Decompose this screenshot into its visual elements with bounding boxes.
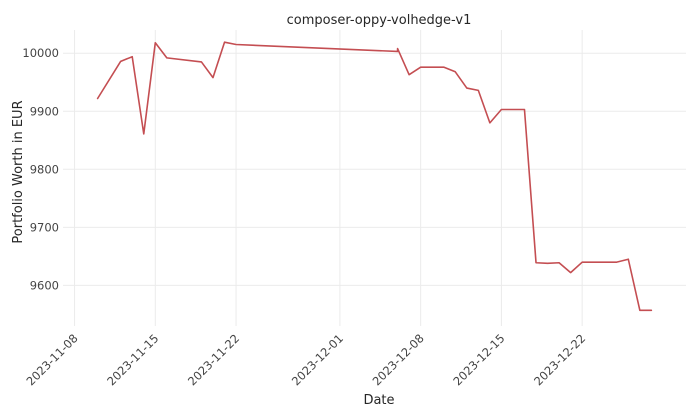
y-tick-label-2: 9800 [30, 162, 59, 176]
x-tick-label-1: 2023-11-15 [104, 331, 161, 388]
x-tick-label-6: 2023-12-22 [531, 331, 588, 388]
y-axis-label: Portfolio Worth in EUR [11, 100, 26, 243]
series-layer [96, 41, 653, 312]
x-tick-label-2: 2023-11-22 [185, 331, 242, 388]
grid [63, 30, 686, 326]
y-tick-label-1: 9700 [30, 220, 59, 234]
y-tick-label-0: 9600 [30, 278, 59, 292]
chart-title: composer-oppy-volhedge-v1 [287, 13, 472, 28]
x-tick-label-5: 2023-12-15 [450, 331, 507, 388]
x-tick-label-0: 2023-11-08 [23, 331, 80, 388]
x-axis-label: Date [363, 393, 394, 408]
y-tick-label-4: 10000 [22, 46, 59, 60]
x-tick-label-4: 2023-12-08 [370, 331, 427, 388]
portfolio-worth-line [96, 41, 653, 312]
tick-labels: 9600 9700 9800 9900 10000 2023-11-08 2023-11-1… [22, 46, 588, 388]
y-tick-label-3: 9900 [30, 104, 59, 118]
x-tick-label-3: 2023-12-01 [289, 331, 346, 388]
